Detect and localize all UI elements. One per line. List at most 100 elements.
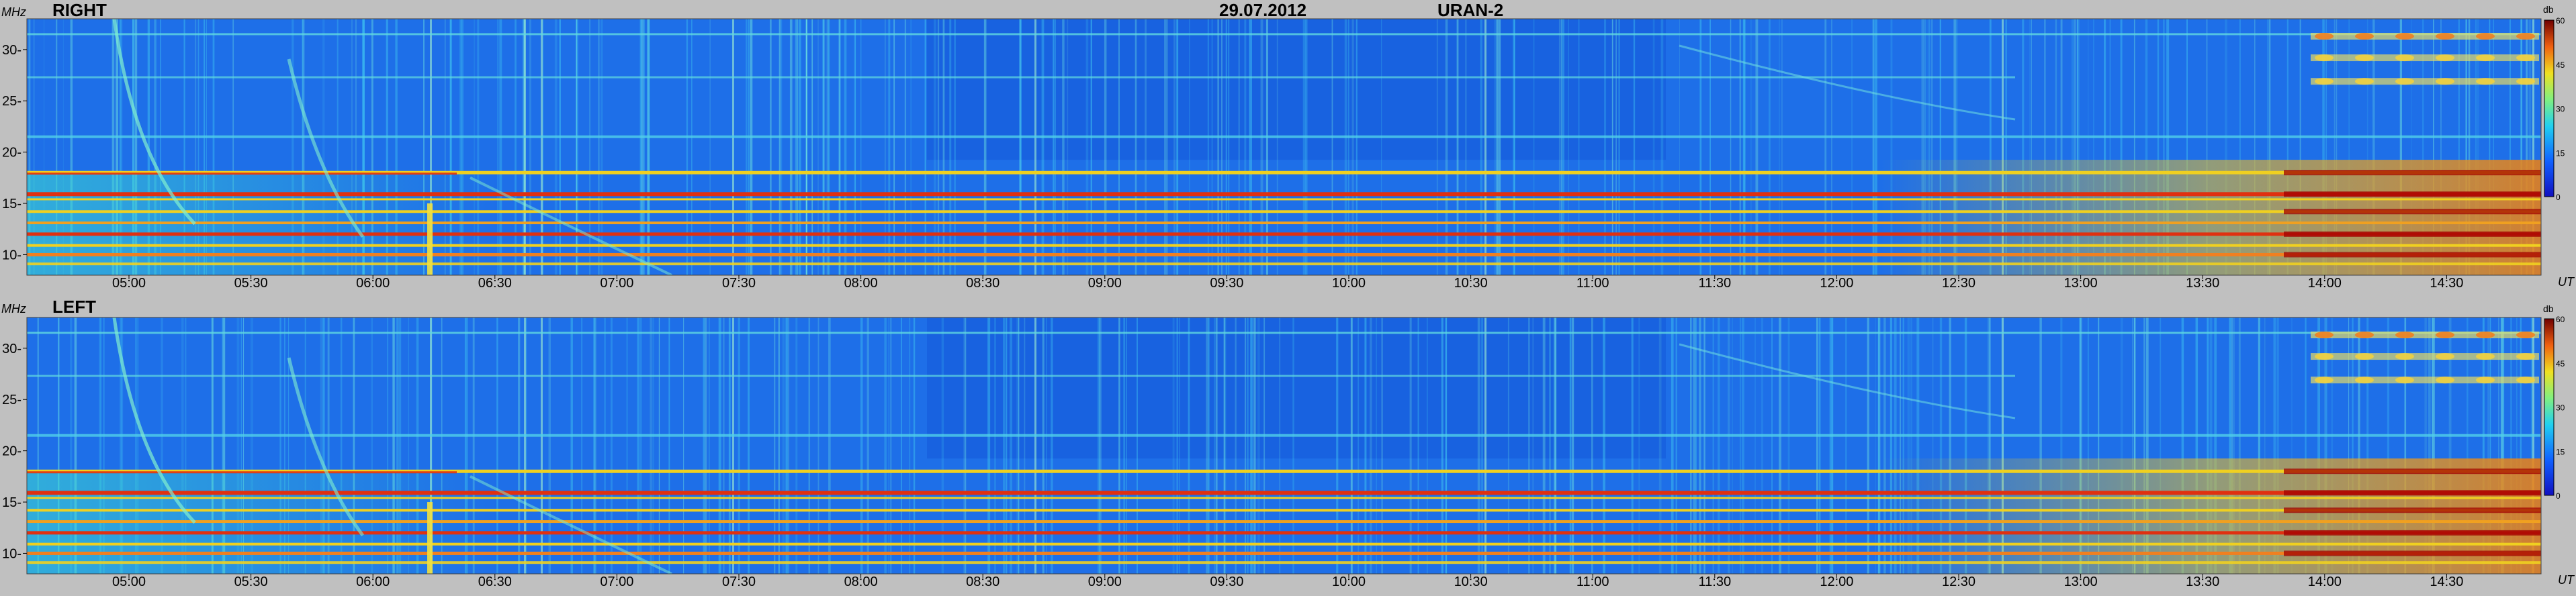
noise-streak (576, 19, 577, 275)
frequency-band (27, 252, 2541, 256)
noise-streak (398, 317, 402, 574)
noise-streak (1176, 317, 1178, 574)
noise-streak (748, 317, 750, 574)
noise-streak (2160, 317, 2162, 574)
interference-line (541, 317, 543, 574)
noise-streak (983, 19, 987, 275)
noise-streak (1562, 19, 1564, 275)
noise-streak (924, 19, 926, 275)
noise-streak (1358, 317, 1360, 574)
emission-spot (2436, 331, 2454, 338)
noise-streak (2291, 317, 2293, 574)
noise-streak (2428, 317, 2431, 574)
noise-streak (1263, 317, 1265, 574)
noise-streak (2387, 317, 2390, 574)
noise-streak (197, 19, 199, 275)
x-tick-label: 09:00 (1088, 575, 1122, 589)
frequency-band (27, 520, 2541, 524)
noise-streak (1902, 317, 1905, 574)
noise-streak (1249, 19, 1250, 275)
noise-streak (1560, 19, 1562, 275)
frequency-band (27, 76, 2015, 79)
noise-streak (1615, 19, 1617, 275)
x-tick-label: 10:30 (1454, 276, 1488, 291)
noise-streak (1019, 19, 1022, 275)
frequency-band-hot (2284, 209, 2541, 215)
noise-streak (392, 317, 395, 574)
y-tick-label: 20- (2, 444, 21, 459)
noise-streak (408, 317, 409, 574)
emission-spot (2395, 54, 2414, 62)
noise-streak (161, 317, 163, 574)
noise-streak (449, 19, 453, 275)
emission-spot (2315, 54, 2334, 62)
noise-streak (525, 317, 527, 574)
interference-line (732, 19, 734, 275)
noise-streak (206, 19, 207, 275)
noise-streak (1018, 317, 1020, 574)
panel-title-left: LEFT (52, 297, 96, 317)
noise-streak (2286, 19, 2289, 275)
noise-streak (1208, 317, 1210, 574)
noise-streak (477, 19, 480, 275)
noise-streak (570, 317, 573, 574)
noise-streak (639, 19, 643, 275)
noise-streak (1238, 19, 1240, 275)
noise-streak (641, 19, 644, 275)
noise-streak (1569, 317, 1572, 574)
noise-streak (2432, 317, 2435, 574)
noise-streak (1456, 19, 1459, 275)
noise-streak (1816, 317, 1818, 574)
noise-streak (515, 19, 517, 275)
noise-streak (2498, 317, 2499, 574)
colorbar (2544, 19, 2555, 197)
x-unit-label-left: UT (2558, 573, 2574, 587)
noise-streak (240, 317, 242, 574)
noise-streak (211, 317, 214, 574)
emission-glow (1881, 458, 2541, 574)
noise-streak (1549, 317, 1551, 574)
noise-streak (2076, 19, 2078, 275)
noise-streak (2325, 19, 2327, 275)
noise-streak (135, 317, 137, 574)
noise-streak (860, 19, 862, 275)
x-tick-label: 14:00 (2308, 575, 2342, 589)
noise-streak (806, 19, 807, 275)
noise-streak (2207, 317, 2209, 574)
x-tick-label: 05:30 (234, 575, 268, 589)
noise-streak (529, 19, 531, 275)
noise-streak (1135, 19, 1137, 275)
noise-streak (2530, 317, 2533, 574)
noise-streak (1831, 317, 1834, 574)
noise-streak (371, 19, 373, 275)
frequency-band (27, 198, 2541, 201)
noise-streak (386, 19, 388, 275)
noise-streak (647, 19, 650, 275)
noise-streak (1730, 19, 1732, 275)
frequency-band (27, 491, 2541, 495)
noise-streak (691, 19, 693, 275)
noise-streak (1554, 317, 1557, 574)
noise-streak (120, 317, 124, 574)
emission-band (2311, 377, 2539, 384)
noise-streak (2317, 317, 2320, 574)
noise-streak (867, 317, 869, 574)
noise-streak (70, 317, 73, 574)
noise-streak (2132, 317, 2134, 574)
noise-streak (1660, 19, 1664, 275)
noise-streak (74, 317, 77, 574)
noise-streak (2109, 19, 2111, 275)
noise-streak (2214, 317, 2217, 574)
noise-streak (302, 19, 305, 275)
noise-streak (1499, 19, 1501, 275)
noise-streak (817, 19, 819, 275)
noise-streak (154, 19, 156, 275)
noise-streak (1445, 19, 1448, 275)
noise-streak (647, 19, 650, 275)
x-tick-label: 05:30 (234, 276, 268, 291)
colorbar-tick-label: 0 (2556, 491, 2561, 501)
noise-streak (2305, 317, 2307, 574)
noise-streak (1633, 19, 1636, 275)
noise-streak (322, 317, 325, 574)
interference-line (430, 317, 432, 574)
